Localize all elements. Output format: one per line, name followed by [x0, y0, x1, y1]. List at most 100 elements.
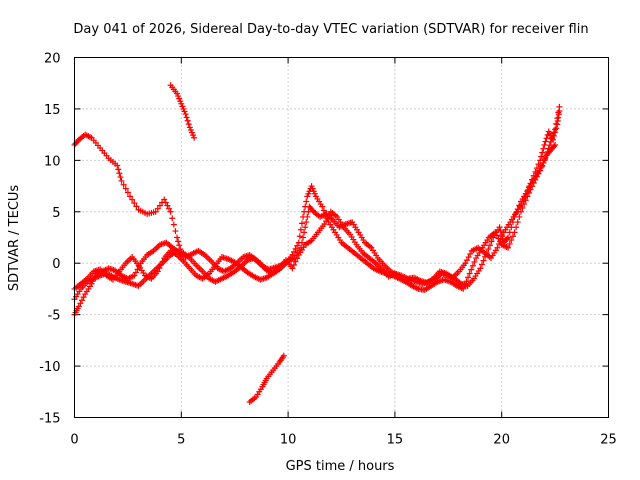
- data-point: [460, 285, 467, 292]
- data-point: [511, 229, 518, 236]
- axis-ticks: 0 5 10 15 20 25 -15 -10 -5 0 5 10 15 20: [39, 52, 617, 448]
- data-point: [505, 234, 512, 241]
- data-point: [541, 141, 548, 148]
- data-point: [513, 224, 520, 231]
- data-point: [320, 207, 327, 214]
- data-point: [129, 196, 136, 203]
- data-point: [301, 229, 308, 236]
- data-point: [290, 248, 297, 255]
- data-point: [301, 208, 308, 215]
- data-point: [546, 142, 553, 149]
- data-point: [496, 240, 503, 247]
- data-point: [496, 224, 503, 231]
- data-point: [280, 352, 287, 359]
- data-point: [182, 111, 189, 118]
- data-point: [297, 226, 304, 233]
- data-point: [156, 265, 163, 272]
- data-point: [117, 174, 124, 181]
- plot-frame: [74, 57, 609, 418]
- data-point: [492, 229, 499, 236]
- chart-title: Day 041 of 2026, Sidereal Day-to-day VTE…: [73, 22, 588, 37]
- data-point: [292, 245, 299, 252]
- data-point: [514, 219, 521, 226]
- data-point: [547, 138, 554, 145]
- data-point: [162, 199, 169, 206]
- data-point: [523, 190, 530, 197]
- data-point: [488, 238, 495, 245]
- data-point: [159, 258, 166, 265]
- data-point: [175, 238, 182, 245]
- data-point: [525, 190, 532, 197]
- data-point: [485, 246, 492, 253]
- y-tick-label: 15: [44, 103, 61, 118]
- data-point: [78, 297, 85, 304]
- data-point: [539, 149, 546, 156]
- data-point: [289, 251, 296, 258]
- data-point: [124, 189, 131, 196]
- data-point: [172, 228, 179, 235]
- data-point: [554, 115, 561, 122]
- data-point: [184, 117, 191, 124]
- data-point: [521, 194, 528, 201]
- y-tick-label: 5: [52, 206, 60, 221]
- data-point: [477, 265, 484, 272]
- data-point: [166, 205, 173, 212]
- data-point: [118, 177, 125, 184]
- data-point: [505, 244, 512, 251]
- data-point: [486, 242, 493, 249]
- data-point: [114, 162, 121, 169]
- data-point: [497, 237, 504, 244]
- data-point: [154, 268, 161, 275]
- y-tick-label: -5: [48, 309, 61, 324]
- data-point: [516, 213, 523, 220]
- data-point: [551, 143, 558, 150]
- data-point: [497, 228, 504, 235]
- y-tick-label: 20: [44, 52, 61, 67]
- data-point: [321, 221, 328, 228]
- data-point: [127, 193, 134, 200]
- y-tick-label: -10: [39, 360, 60, 375]
- x-axis-label: GPS time / hours: [286, 459, 395, 474]
- data-point: [508, 237, 515, 244]
- data-point: [324, 214, 331, 221]
- data-point: [462, 260, 469, 267]
- data-point: [300, 213, 307, 220]
- x-tick-label: 5: [177, 433, 185, 448]
- data-point: [294, 255, 301, 262]
- data-point: [170, 221, 177, 228]
- y-tick-label: -15: [39, 412, 60, 427]
- data-point: [461, 282, 468, 289]
- data-point: [323, 218, 330, 225]
- x-tick-label: 0: [70, 433, 78, 448]
- series-arc-2: [167, 82, 198, 141]
- data-point: [156, 202, 163, 209]
- data-point: [131, 200, 138, 207]
- data-point: [154, 205, 161, 212]
- x-tick-label: 25: [600, 433, 617, 448]
- data-point: [552, 126, 559, 133]
- data-point: [494, 244, 501, 251]
- data-point: [302, 203, 309, 210]
- data-point: [292, 258, 299, 265]
- data-point: [176, 242, 183, 249]
- data-point: [504, 235, 511, 242]
- data-point: [164, 202, 171, 209]
- series-arc-1: [71, 131, 185, 256]
- series-arc-5: [71, 103, 563, 303]
- data-point: [185, 121, 192, 128]
- data-point: [465, 274, 472, 281]
- data-point: [543, 135, 550, 142]
- data-point: [302, 224, 309, 231]
- data-point: [493, 232, 500, 239]
- data-point: [120, 181, 127, 188]
- data-point: [131, 272, 138, 279]
- data-point: [552, 141, 559, 148]
- data-point: [524, 186, 531, 193]
- data-point: [469, 262, 476, 269]
- data-point: [480, 257, 487, 264]
- data-point: [556, 103, 563, 110]
- data-point: [499, 233, 506, 240]
- data-point: [478, 261, 485, 268]
- data-point: [158, 261, 165, 268]
